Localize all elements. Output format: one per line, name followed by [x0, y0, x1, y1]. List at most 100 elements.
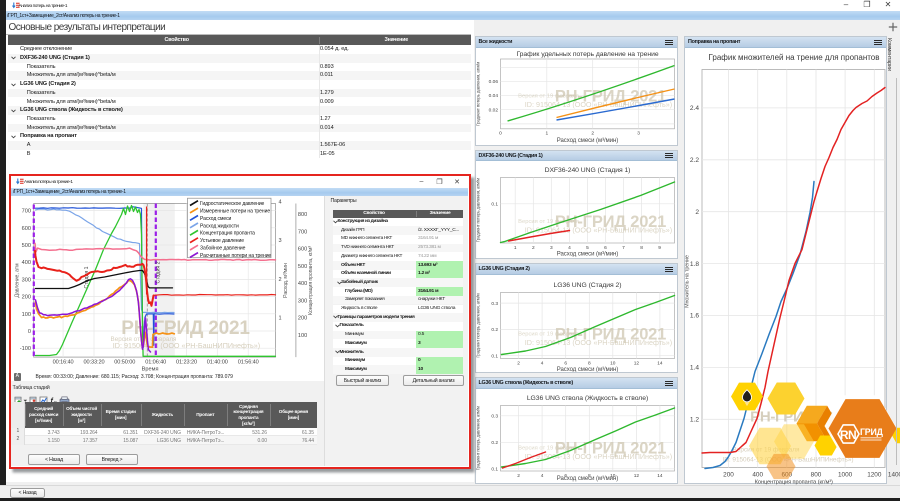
svg-text:ГРИД: ГРИД: [860, 427, 884, 437]
svg-text:ID: 915064-13 (ООО «РН-БашНИПИ: ID: 915064-13 (ООО «РН-БашНИПИнефть»): [113, 341, 260, 350]
svg-text:00:16:40: 00:16:40: [53, 359, 74, 365]
svg-text:8: 8: [587, 360, 590, 366]
svg-text:1400: 1400: [888, 471, 900, 478]
svg-text:0.3: 0.3: [491, 300, 498, 306]
svg-text:0.06: 0.06: [488, 79, 498, 85]
svg-text:Концентрация пропанта (кг/м³): Концентрация пропанта (кг/м³): [755, 479, 833, 485]
svg-text:0.2: 0.2: [491, 440, 498, 446]
svg-text:Время: Время: [142, 366, 159, 372]
svg-text:ID: 915064-13 (ООО «РН-БашНИПИ: ID: 915064-13 (ООО «РН-БашНИПИнефть»): [524, 452, 671, 461]
svg-text:Расход смеси: Расход смеси: [200, 216, 232, 222]
svg-text:Градиент потерь давления, атм/: Градиент потерь давления, атм/м: [476, 293, 481, 357]
svg-text:6: 6: [564, 472, 567, 478]
svg-text:1: 1: [513, 245, 516, 251]
svg-text:00:50:00: 00:50:00: [114, 359, 135, 365]
svg-text:1.2: 1.2: [690, 416, 699, 423]
svg-text:Множитель на трение: Множитель на трение: [685, 255, 691, 308]
svg-text:РН-ГРИД 2021: РН-ГРИД 2021: [554, 325, 665, 343]
svg-text:-100: -100: [20, 346, 31, 352]
svg-text:01:23:20: 01:23:20: [176, 359, 197, 365]
svg-text:Расход жидкости: Расход жидкости: [200, 223, 239, 229]
svg-text:Устьевое давление: Устьевое давление: [200, 238, 244, 244]
svg-text:RN: RN: [840, 428, 856, 442]
svg-text:4: 4: [568, 245, 571, 251]
svg-text:8: 8: [640, 245, 643, 251]
svg-text:700: 700: [298, 229, 307, 235]
svg-text:Забойное давление: Забойное давление: [200, 245, 246, 252]
svg-text:9: 9: [658, 245, 661, 251]
svg-text:Версия от 19 февраля: Версия от 19 февраля: [518, 93, 579, 99]
svg-text:Версия от 19 февраля: Версия от 19 февраля: [518, 331, 579, 337]
svg-text:РН-ГРИД 2021: РН-ГРИД 2021: [554, 87, 665, 105]
svg-text:DXF36-240 UNG (Стадия 1): DXF36-240 UNG (Стадия 1): [544, 167, 630, 174]
svg-text:0: 0: [28, 329, 31, 335]
svg-text:600: 600: [298, 247, 307, 253]
svg-text:Гидростатическое давление: Гидростатическое давление: [200, 201, 265, 207]
svg-text:4: 4: [540, 472, 543, 478]
svg-text:0.2: 0.2: [491, 327, 498, 333]
svg-text:РН-ГРИД 2021: РН-ГРИД 2021: [554, 213, 665, 231]
svg-text:LG36 UNG (Стадия 2): LG36 UNG (Стадия 2): [553, 282, 621, 289]
svg-text:00:33:20: 00:33:20: [84, 359, 105, 365]
svg-text:8: 8: [587, 472, 590, 478]
svg-text:14: 14: [657, 360, 663, 366]
svg-text:3: 3: [637, 130, 640, 136]
svg-text:3: 3: [549, 245, 552, 251]
svg-text:2: 2: [517, 472, 520, 478]
svg-text:5: 5: [586, 245, 589, 251]
svg-text:2.4: 2.4: [690, 105, 699, 112]
svg-text:f: f: [51, 398, 54, 405]
svg-text:ID: 915064-13 (ООО «РН-БашНИПИ: ID: 915064-13 (ООО «РН-БашНИПИнефть»): [524, 100, 671, 109]
svg-text:12: 12: [633, 472, 639, 478]
svg-text:6: 6: [604, 245, 607, 251]
svg-text:ID: 915064-13 (ООО «РН-БашНИПИ: ID: 915064-13 (ООО «РН-БашНИПИнефть»): [524, 338, 671, 347]
svg-text:100: 100: [298, 333, 307, 339]
svg-text:0: 0: [499, 130, 502, 136]
svg-text:Давление, атм: Давление, атм: [15, 263, 21, 297]
svg-text:200: 200: [723, 471, 734, 478]
svg-text:Концентрация пропанта: Концентрация пропанта: [200, 231, 255, 237]
svg-text:800: 800: [811, 471, 822, 478]
svg-text:600: 600: [22, 226, 31, 232]
svg-text:100: 100: [22, 312, 31, 318]
svg-text:2: 2: [517, 360, 520, 366]
svg-text:500: 500: [22, 243, 31, 249]
svg-text:01:06:40: 01:06:40: [145, 359, 166, 365]
svg-text:2.2: 2.2: [690, 157, 699, 164]
svg-text:Стадия 1: Стадия 1: [84, 266, 90, 288]
svg-text:1.4: 1.4: [690, 364, 699, 371]
svg-text:4: 4: [279, 200, 282, 206]
svg-text:Расход смеси (м³/мин): Расход смеси (м³/мин): [556, 252, 618, 258]
svg-text:Измеренные потери на трение: Измеренные потери на трение: [200, 208, 270, 214]
svg-text:Расчитанные потери на трение: Расчитанные потери на трение: [200, 253, 271, 259]
svg-text:Стадия 2: Стадия 2: [155, 261, 161, 283]
svg-text:2: 2: [279, 277, 282, 283]
svg-text:Градиент потерь давления, атм/: Градиент потерь давления, атм/м: [476, 61, 481, 125]
svg-text:2: 2: [591, 130, 594, 136]
svg-text:0.1: 0.1: [491, 466, 498, 472]
svg-text:400: 400: [22, 260, 31, 266]
svg-text:0.02: 0.02: [488, 107, 498, 113]
svg-text:Концентрация пропанта, кг/м³: Концентрация пропанта, кг/м³: [308, 246, 314, 315]
svg-text:График удельных потерь давлени: График удельных потерь давление на трени…: [516, 51, 658, 58]
svg-text:300: 300: [298, 298, 307, 304]
svg-text:400: 400: [298, 281, 307, 287]
svg-text:14: 14: [657, 472, 663, 478]
svg-text:01:56:40: 01:56:40: [238, 359, 259, 365]
svg-text:0.3: 0.3: [491, 413, 498, 419]
svg-text:10: 10: [610, 472, 616, 478]
svg-text:500: 500: [298, 264, 307, 270]
svg-text:10: 10: [610, 360, 616, 366]
svg-text:6: 6: [564, 360, 567, 366]
svg-text:Версия от 19 февраля: Версия от 19 февраля: [518, 219, 579, 225]
svg-text:1.8: 1.8: [690, 260, 699, 267]
svg-text:01:40:00: 01:40:00: [207, 359, 228, 365]
svg-text:График множителей на трение дл: График множителей на трение для пропанто…: [708, 53, 879, 62]
svg-text:2: 2: [531, 245, 534, 251]
svg-text:200: 200: [22, 295, 31, 301]
svg-text:Градиент потерь давления, атм/: Градиент потерь давления, атм/м: [476, 406, 481, 470]
svg-text:1: 1: [545, 130, 548, 136]
svg-text:1.6: 1.6: [690, 312, 699, 319]
svg-text:0.04: 0.04: [488, 93, 498, 99]
svg-text:1: 1: [279, 316, 282, 322]
